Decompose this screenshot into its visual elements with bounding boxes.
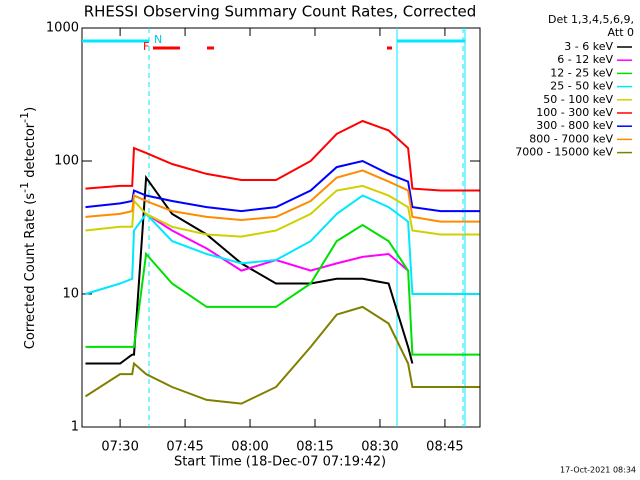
x-tick-label: 08:30	[361, 440, 398, 455]
y-tick-label: 1	[71, 420, 79, 435]
legend-label: 800 - 7000 keV	[529, 132, 613, 145]
x-axis-label: Start Time (18-Dec-07 07:19:42)	[174, 455, 386, 470]
series-line	[85, 223, 480, 356]
series-line	[84, 305, 480, 405]
legend-label: 50 - 100 keV	[543, 93, 613, 106]
legend-label: 6 - 12 keV	[557, 53, 613, 66]
y-tick-label: 10	[62, 287, 79, 302]
flag-label: N	[154, 33, 162, 46]
x-tick-label: 07:30	[101, 440, 138, 455]
series-line	[85, 159, 480, 213]
legend-label: 300 - 800 keV	[536, 119, 613, 132]
x-tick-label: 08:00	[231, 440, 268, 455]
y-label-part: -1	[18, 182, 31, 193]
legend-header: Att 0	[608, 26, 634, 39]
x-tick-label: 07:45	[166, 440, 203, 455]
series-line	[145, 213, 409, 272]
y-tick-label: 1000	[46, 21, 79, 36]
y-tick-label: 100	[54, 154, 79, 169]
x-tick-label: 08:15	[296, 440, 333, 455]
y-label-part: )	[23, 107, 38, 112]
legend-label: 25 - 50 keV	[550, 80, 613, 93]
y-label-part: -1	[18, 112, 31, 123]
y-label-part: detector	[23, 122, 38, 182]
timestamp: 17-Oct-2021 08:34	[560, 466, 636, 475]
y-label-part: Corrected Count Rate (s	[23, 193, 38, 350]
series-line	[85, 184, 480, 238]
flag-label: F	[143, 40, 149, 53]
legend-label: 7000 - 15000 keV	[515, 146, 613, 159]
legend-label: 100 - 300 keV	[536, 106, 613, 119]
series-line	[85, 119, 480, 192]
series-line	[85, 194, 480, 295]
legend-header: Det 1,3,4,5,6,9,	[548, 13, 634, 26]
legend-label: 12 - 25 keV	[550, 66, 613, 79]
legend-label: 3 - 6 keV	[564, 40, 613, 53]
y-axis-label: Corrected Count Rate (s-1 detector-1)	[18, 107, 38, 349]
series-line	[85, 169, 480, 223]
x-tick-label: 08:45	[426, 440, 463, 455]
chart-title: RHESSI Observing Summary Count Rates, Co…	[84, 3, 477, 21]
